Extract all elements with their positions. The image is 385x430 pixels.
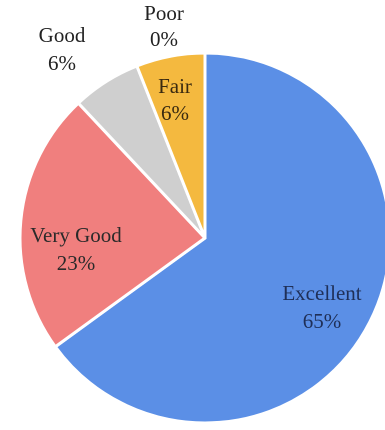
slice-label-fair: Fair bbox=[158, 74, 192, 98]
slice-label-very-good: Very Good bbox=[30, 223, 122, 247]
slice-value-good: 6% bbox=[48, 51, 76, 75]
pie-slices bbox=[18, 51, 385, 425]
slice-fair bbox=[135, 51, 207, 240]
slice-label-poor: Poor bbox=[144, 1, 184, 25]
slice-label-good: Good bbox=[39, 23, 86, 47]
slice-value-very-good: 23% bbox=[57, 251, 96, 275]
slice-value-excellent: 65% bbox=[303, 309, 342, 333]
slice-very-good bbox=[18, 101, 207, 349]
slice-value-poor: 0% bbox=[150, 27, 178, 51]
slice-value-fair: 6% bbox=[161, 101, 189, 125]
slice-excellent bbox=[53, 51, 385, 425]
slice-label-excellent: Excellent bbox=[282, 281, 361, 305]
